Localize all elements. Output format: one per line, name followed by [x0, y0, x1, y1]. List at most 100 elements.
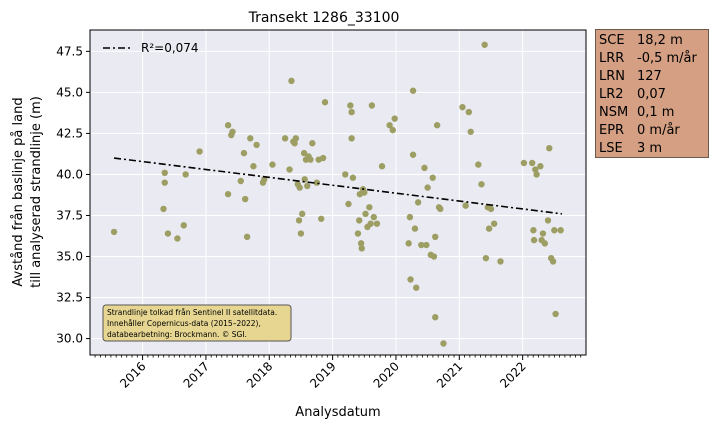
data-point — [478, 181, 485, 188]
data-credit-box: Strandlinje tolkad från Sentinel II sate… — [102, 304, 292, 342]
data-point — [358, 245, 365, 252]
x-tick-label: 2019 — [307, 359, 338, 390]
data-point — [261, 176, 268, 183]
data-point — [224, 190, 232, 198]
data-point — [440, 340, 447, 347]
data-point — [370, 213, 377, 221]
data-point — [250, 163, 257, 170]
data-point — [301, 176, 308, 183]
data-point — [347, 102, 354, 109]
data-point — [497, 258, 504, 265]
stat-key: NSM — [599, 105, 629, 120]
y-tick-label: 42.5 — [56, 126, 83, 140]
y-tick-label: 32.5 — [56, 291, 83, 305]
data-point — [269, 161, 276, 168]
data-point — [224, 122, 232, 129]
data-point — [378, 163, 386, 170]
y-tick-label: 35.0 — [56, 250, 83, 264]
data-point — [357, 240, 365, 247]
data-point — [196, 148, 203, 155]
y-tick-label: 45.0 — [56, 85, 83, 99]
stat-value: 0 m/år — [637, 123, 680, 138]
stat-row-lrr: LRR -0,5 m/år — [599, 50, 708, 68]
data-point — [362, 210, 369, 218]
y-tick-label: 40.0 — [56, 167, 83, 181]
data-point — [319, 154, 327, 162]
y-tick-label: 37.5 — [56, 208, 83, 222]
data-point — [462, 202, 469, 209]
x-tick-label: 2020 — [371, 359, 402, 390]
stat-value: 127 — [637, 69, 662, 84]
regression-line — [113, 157, 563, 215]
data-point — [299, 210, 306, 218]
credit-line-1: Strandlinje tolkad från Sentinel II sate… — [107, 308, 277, 317]
x-tick-label: 2018 — [244, 359, 275, 390]
data-point — [437, 205, 444, 213]
data-point — [482, 254, 490, 262]
x-tick-label: 2021 — [434, 359, 465, 390]
data-point — [423, 241, 430, 249]
data-point — [361, 189, 368, 196]
data-point — [180, 222, 187, 229]
data-point — [389, 126, 396, 134]
data-point — [356, 217, 363, 224]
y-axis-label-line-2: till analyserad strandlinje (m) — [29, 96, 44, 288]
data-point — [532, 166, 539, 173]
data-point — [485, 225, 493, 232]
data-point — [321, 99, 329, 106]
data-point — [182, 171, 189, 178]
data-point — [406, 213, 414, 221]
data-point — [160, 205, 167, 213]
data-point — [546, 144, 553, 152]
stat-key: LRN — [599, 69, 625, 84]
data-point — [551, 227, 558, 234]
data-point — [348, 108, 355, 116]
stat-row-lr2: LR2 0,07 — [599, 86, 708, 104]
grid — [90, 30, 586, 355]
credit-box-bg — [102, 304, 292, 342]
data-point — [411, 225, 419, 232]
data-point — [533, 171, 540, 178]
data-point — [418, 241, 425, 249]
data-point — [288, 77, 295, 85]
chart-title: Transekt 1286_33100 — [248, 10, 400, 26]
stat-row-sce: SCE 18,2 m — [599, 32, 708, 50]
statistics-box: SCE 18,2 m LRR -0,5 m/år LRN 127 LR2 0,07 NSM 0,1… — [595, 29, 709, 158]
data-point — [413, 284, 420, 291]
data-point — [539, 230, 547, 237]
data-point — [414, 199, 422, 206]
data-point — [459, 103, 466, 111]
data-point — [300, 149, 308, 157]
data-point — [391, 115, 398, 122]
stat-value: -0,5 m/år — [637, 51, 697, 66]
y-tick-label: 30.0 — [56, 332, 83, 346]
data-point — [530, 236, 538, 244]
data-point — [366, 204, 373, 211]
x-tick-label: 2016 — [117, 359, 148, 390]
data-point — [164, 230, 172, 237]
x-axis-label: Analysdatum — [295, 405, 380, 420]
data-point — [309, 140, 316, 147]
data-point — [541, 240, 549, 247]
data-point — [421, 164, 428, 172]
data-point — [161, 179, 168, 186]
data-point — [465, 108, 473, 116]
data-point — [549, 258, 557, 265]
data-point — [345, 200, 352, 208]
stat-value: 0,1 m — [637, 105, 675, 120]
data-point — [481, 41, 488, 48]
data-point — [490, 220, 498, 227]
data-point — [174, 235, 181, 242]
data-point — [295, 217, 303, 224]
data-point — [475, 161, 482, 168]
data-point — [368, 102, 376, 109]
data-point — [405, 240, 412, 247]
data-point — [247, 135, 254, 142]
stat-value: 0,07 — [637, 87, 666, 102]
data-point — [304, 182, 311, 190]
data-point — [292, 135, 300, 142]
data-point — [487, 205, 495, 213]
data-point — [342, 171, 349, 178]
data-point — [240, 149, 248, 157]
